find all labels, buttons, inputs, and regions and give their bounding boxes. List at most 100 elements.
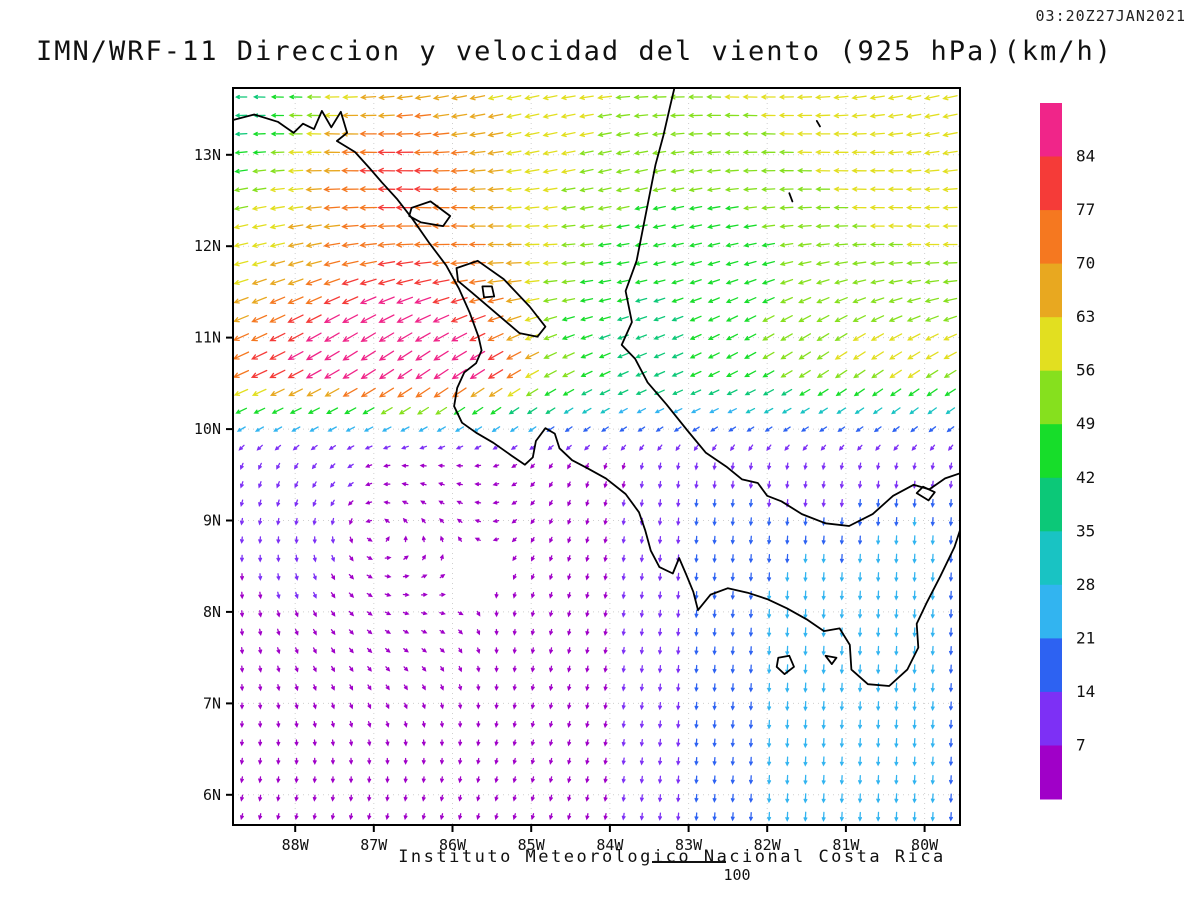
wind-arrow bbox=[688, 187, 703, 193]
wind-arrow bbox=[524, 279, 540, 285]
wind-arrow bbox=[542, 187, 558, 193]
wind-arrow bbox=[730, 517, 735, 527]
wind-arrow bbox=[385, 776, 390, 784]
wind-arrow bbox=[851, 94, 867, 101]
wind-arrow bbox=[530, 518, 535, 525]
wind-arrow bbox=[803, 572, 808, 583]
wind-arrow bbox=[748, 517, 753, 527]
colorbar-label: 21 bbox=[1076, 628, 1095, 647]
wind-arrow bbox=[802, 444, 808, 451]
wind-arrow bbox=[948, 609, 953, 619]
wind-arrow bbox=[512, 647, 517, 655]
wind-arrow bbox=[403, 813, 408, 821]
wind-arrow bbox=[439, 776, 444, 784]
wind-arrow bbox=[276, 610, 281, 618]
wind-arrow bbox=[509, 426, 519, 433]
wind-arrow bbox=[763, 407, 774, 414]
wind-arrow bbox=[492, 519, 500, 523]
wind-arrow bbox=[676, 720, 681, 729]
wind-arrow bbox=[908, 388, 920, 397]
wind-arrow bbox=[803, 811, 808, 822]
wind-arrow bbox=[670, 168, 685, 174]
wind-arrow bbox=[565, 444, 572, 451]
wind-arrow bbox=[930, 627, 935, 638]
wind-arrow bbox=[711, 444, 717, 452]
wind-arrow bbox=[585, 591, 590, 600]
wind-arrow bbox=[413, 167, 432, 174]
wind-arrow bbox=[567, 739, 572, 747]
wind-arrow bbox=[617, 352, 629, 359]
wind-arrow bbox=[341, 278, 359, 286]
wind-arrow bbox=[505, 95, 522, 101]
wind-arrow bbox=[708, 389, 720, 396]
colorbar-label: 35 bbox=[1076, 521, 1095, 540]
wind-arrow bbox=[542, 113, 558, 119]
wind-arrow bbox=[634, 205, 648, 211]
wind-arrow bbox=[851, 242, 867, 248]
wind-arrow bbox=[621, 665, 626, 674]
wind-arrow bbox=[603, 462, 608, 470]
wind-arrow bbox=[617, 370, 629, 377]
wind-arrow bbox=[694, 701, 699, 711]
wind-arrow bbox=[905, 150, 922, 156]
wind-arrow bbox=[512, 573, 517, 581]
wind-arrow bbox=[779, 296, 793, 304]
wind-arrow bbox=[365, 482, 373, 487]
wind-arrow bbox=[487, 223, 504, 229]
wind-arrow bbox=[797, 261, 812, 266]
wind-arrow bbox=[450, 131, 468, 138]
wind-arrow bbox=[948, 701, 953, 711]
wind-arrow bbox=[639, 462, 644, 471]
wind-arrow bbox=[360, 332, 377, 342]
wind-arrow bbox=[694, 462, 699, 471]
wind-arrow bbox=[585, 702, 590, 710]
wind-arrow bbox=[887, 186, 904, 192]
wind-arrow bbox=[542, 168, 558, 174]
wind-arrow bbox=[785, 517, 790, 527]
wind-arrow bbox=[287, 296, 304, 305]
wind-arrow bbox=[653, 297, 666, 303]
wind-arrow bbox=[748, 462, 753, 471]
wind-arrow bbox=[258, 517, 263, 526]
wind-arrow bbox=[440, 702, 444, 710]
wind-arrow bbox=[821, 572, 826, 583]
wind-arrow bbox=[761, 224, 776, 229]
wind-arrow bbox=[762, 389, 775, 396]
wind-arrow bbox=[288, 388, 303, 397]
lon-tick-label: 80W bbox=[911, 836, 939, 854]
wind-arrow bbox=[652, 168, 667, 174]
wind-arrow bbox=[396, 94, 413, 101]
wind-arrow bbox=[258, 683, 263, 692]
wind-arrow bbox=[870, 351, 884, 360]
wind-arrow bbox=[784, 444, 790, 451]
wind-arrow bbox=[598, 352, 611, 359]
wind-arrow bbox=[585, 776, 590, 784]
wind-arrow bbox=[745, 407, 756, 414]
wind-arrow bbox=[725, 333, 739, 341]
wind-arrow bbox=[512, 776, 517, 784]
lat-tick-label: 11N bbox=[194, 329, 221, 347]
wind-arrow bbox=[815, 186, 831, 192]
wind-arrow bbox=[762, 370, 775, 378]
wind-arrow bbox=[694, 646, 699, 656]
wind-arrow bbox=[694, 720, 699, 729]
wind-arrow bbox=[476, 813, 481, 821]
wind-arrow bbox=[377, 296, 395, 305]
wind-arrow bbox=[803, 535, 808, 545]
wind-arrow bbox=[491, 426, 501, 433]
wind-arrow bbox=[324, 388, 340, 397]
wind-arrow bbox=[676, 628, 681, 637]
wind-arrow bbox=[468, 241, 486, 248]
wind-arrow bbox=[658, 646, 663, 655]
wind-arrow bbox=[274, 444, 282, 451]
wind-arrow bbox=[912, 793, 917, 804]
wind-arrow bbox=[250, 332, 268, 342]
wind-arrow bbox=[652, 279, 666, 285]
wind-arrow bbox=[815, 205, 831, 211]
wind-arrow bbox=[926, 388, 938, 397]
wind-arrow bbox=[567, 665, 572, 673]
wind-arrow bbox=[349, 665, 354, 672]
wind-arrow bbox=[815, 242, 830, 248]
wind-arrow bbox=[930, 811, 935, 822]
